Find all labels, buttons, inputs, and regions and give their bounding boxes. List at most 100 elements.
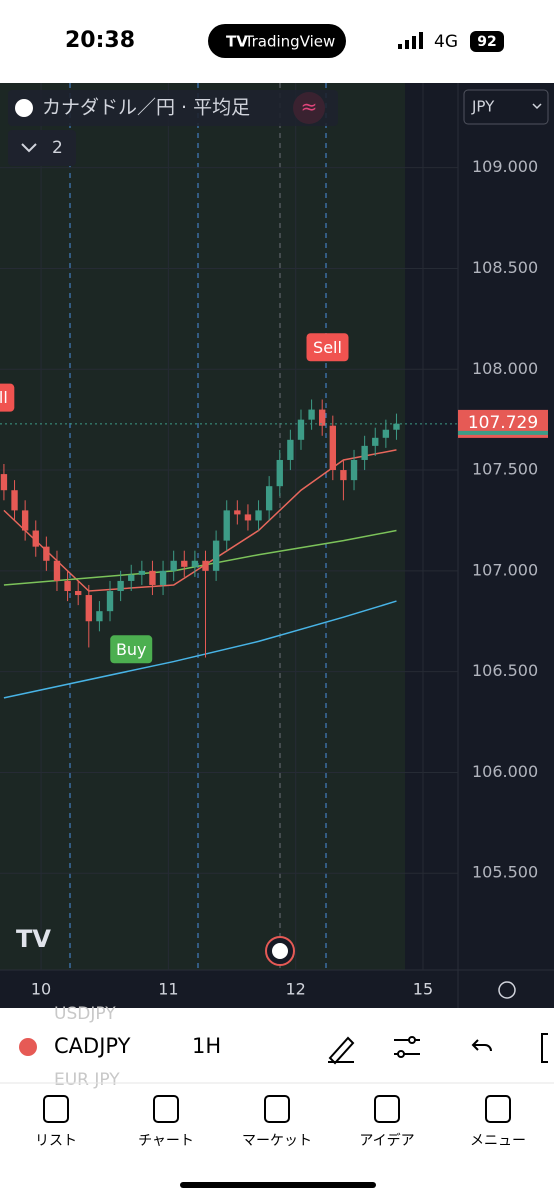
currency: JPY <box>471 98 495 116</box>
indicators-tool[interactable] <box>394 1036 420 1058</box>
candle-body <box>234 510 241 515</box>
y-tick-label: 109.000 <box>472 157 538 176</box>
candle-body <box>308 409 315 420</box>
home-indicator <box>180 1182 376 1188</box>
y-tick-label: 108.000 <box>472 359 538 378</box>
nav-label[interactable]: マーケット <box>242 1133 312 1149</box>
candle-body <box>170 560 177 571</box>
candle-body <box>329 425 336 471</box>
last-price: 107.729 <box>468 413 538 433</box>
nav-label[interactable]: メニュー <box>470 1133 526 1149</box>
y-tick-label: 106.500 <box>472 661 538 680</box>
clock: 20:38 <box>65 28 135 53</box>
interval[interactable]: 1H <box>192 1034 221 1058</box>
settings-icon[interactable] <box>498 981 516 999</box>
signal-label: Sell <box>313 338 342 357</box>
plot-bg <box>0 83 405 970</box>
last-price-under <box>458 430 548 435</box>
network: 4G <box>434 32 458 52</box>
nav: リスト チャート マーケット アイデア メニュー <box>35 1095 526 1149</box>
candle-body <box>319 409 326 426</box>
x-tick-label: 10 <box>31 980 51 999</box>
x-tick-label: 11 <box>158 980 178 999</box>
candle-body <box>340 470 347 481</box>
signal-box <box>0 383 15 412</box>
x-tick-label: 15 <box>413 980 433 999</box>
nav-icon <box>264 1095 290 1123</box>
title-box[interactable] <box>8 90 338 126</box>
bottom-bg <box>0 1008 554 1200</box>
signal-label: Buy <box>116 640 147 659</box>
signal-icon <box>398 32 423 49</box>
candle-body <box>85 595 92 622</box>
candle-body <box>297 419 305 440</box>
candle-body <box>361 445 368 460</box>
candle-body <box>393 423 400 430</box>
signal-box <box>306 333 349 362</box>
candle-body <box>202 560 209 571</box>
tv-logo: TV <box>16 925 51 953</box>
indicator-count: 2 <box>52 138 63 158</box>
indicator-icon[interactable] <box>293 92 325 124</box>
moving-average <box>3 529 397 586</box>
candle-body <box>43 546 50 561</box>
candle-body <box>382 429 390 438</box>
app-logo: TV <box>226 33 248 51</box>
signal-box <box>110 635 153 664</box>
candle-body <box>75 591 82 596</box>
more[interactable] <box>541 1033 548 1063</box>
y-tick-label: 105.500 <box>472 863 538 882</box>
indicator-toggle[interactable] <box>8 130 76 166</box>
candle-body <box>223 510 230 541</box>
candle-body <box>106 591 114 612</box>
app-name: TradingView <box>244 33 336 51</box>
app-pill <box>208 24 346 58</box>
currency-select[interactable] <box>463 89 549 125</box>
indicator-glyph: ≈ <box>301 95 318 119</box>
nav-icon <box>374 1095 400 1123</box>
y-tick-label: 107.500 <box>472 460 538 479</box>
event-flag <box>272 943 288 959</box>
session-lines <box>69 83 327 970</box>
candle-body <box>372 437 379 446</box>
candle-body <box>255 510 262 521</box>
nav-icon <box>153 1095 179 1123</box>
battery <box>470 31 504 52</box>
candle-body <box>149 570 156 585</box>
candle-body <box>117 580 124 592</box>
y-tick-label: 107.000 <box>472 560 538 579</box>
nav-label[interactable]: アイデア <box>359 1132 414 1149</box>
battery-level: 92 <box>477 34 496 50</box>
candle-body <box>21 510 29 531</box>
x-tick-label: 12 <box>285 980 305 999</box>
plot: Sell Buy Sell <box>0 83 458 970</box>
symbol-flag <box>19 1038 37 1056</box>
nav-label[interactable]: リスト <box>35 1133 77 1149</box>
flag <box>15 99 33 117</box>
chevron <box>21 143 37 153</box>
candle-body <box>53 560 61 581</box>
candle-body <box>159 570 167 585</box>
ghost-symbol: USDJPY <box>54 1004 116 1024</box>
chart-title: カナダドル／円 · 平均足 <box>42 97 250 119</box>
nav-label[interactable]: チャート <box>138 1133 194 1149</box>
candle-body <box>11 490 18 511</box>
candle-body <box>64 580 71 592</box>
candle-body <box>138 570 146 575</box>
nav-icon <box>485 1095 511 1123</box>
moving-average <box>3 600 397 699</box>
candle-body <box>265 486 273 511</box>
candle-body <box>287 439 294 460</box>
candle-body <box>244 514 252 521</box>
candle-body <box>212 540 220 571</box>
nav-icon <box>43 1095 69 1123</box>
candle-body <box>0 474 8 491</box>
candle-body <box>350 459 358 481</box>
draw-tool[interactable] <box>328 1036 355 1065</box>
candle-body <box>276 459 283 487</box>
candle-body <box>181 560 188 567</box>
symbol[interactable]: CADJPY <box>54 1034 131 1058</box>
undo[interactable] <box>471 1039 492 1052</box>
